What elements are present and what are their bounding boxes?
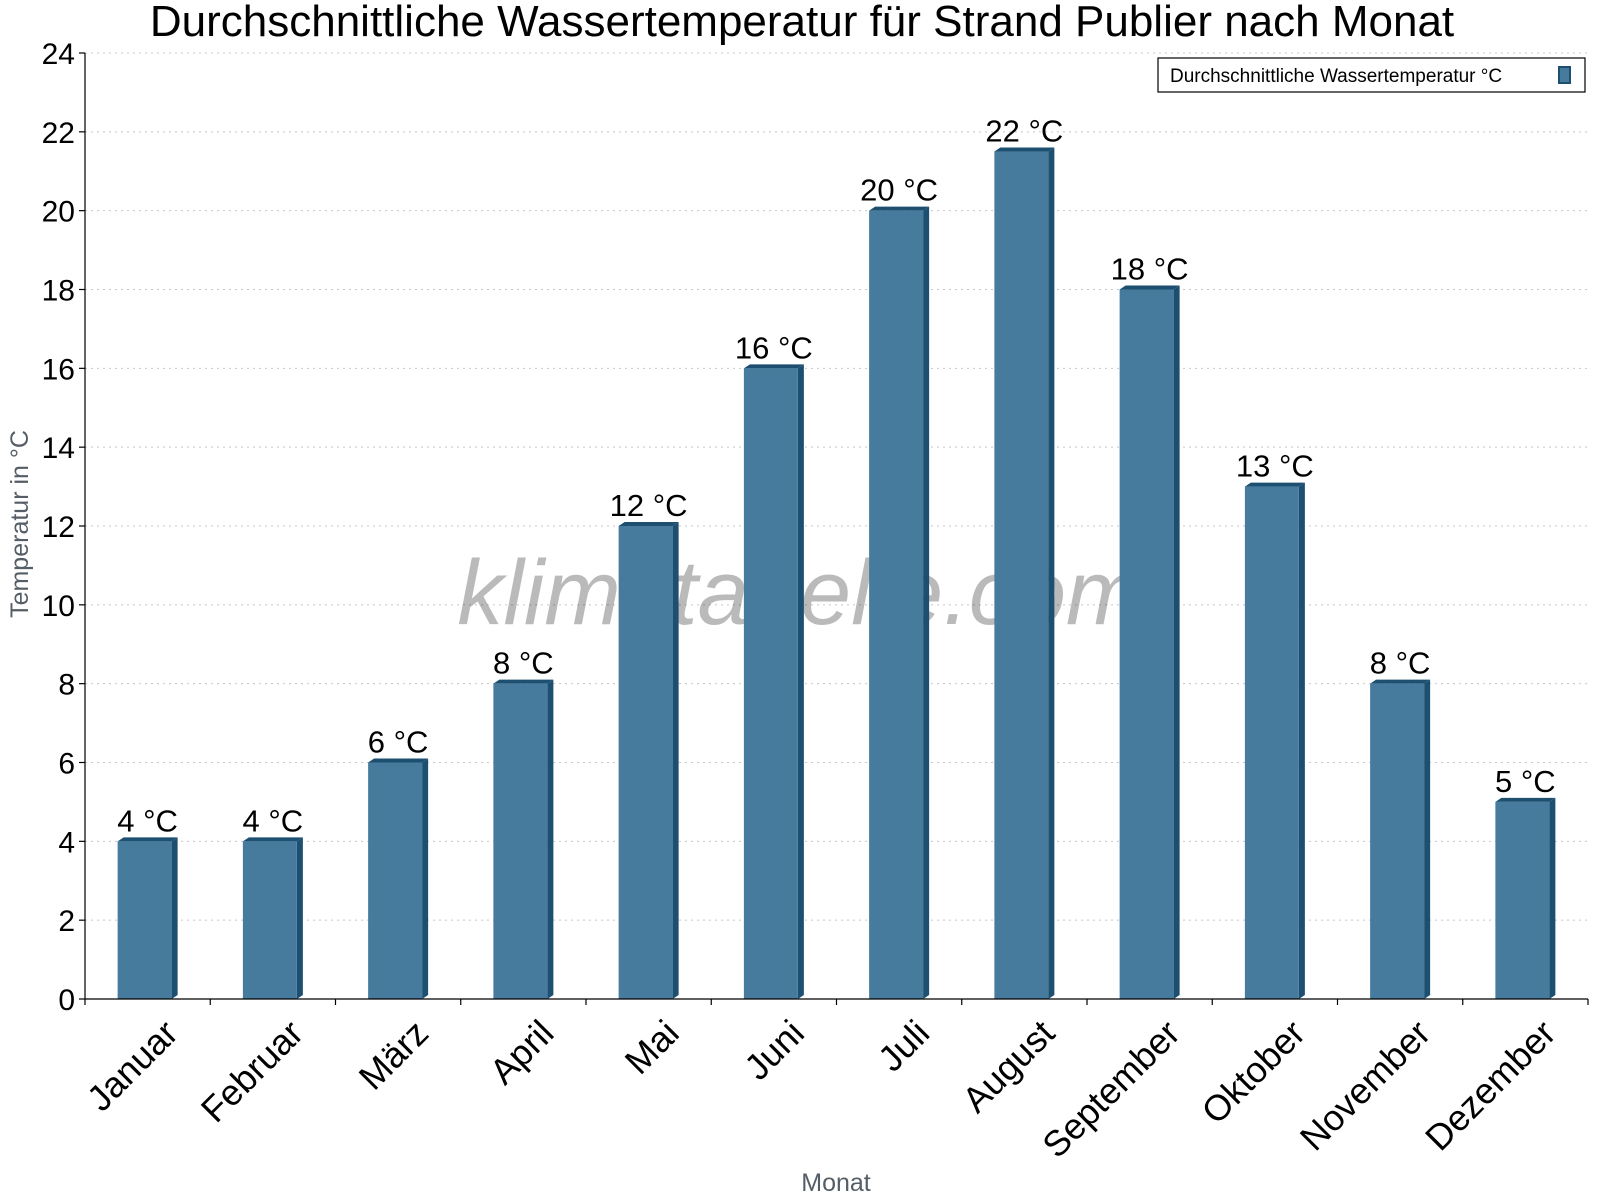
y-tick-label: 10 bbox=[42, 590, 75, 623]
bar-juni bbox=[743, 364, 804, 999]
y-tick-label: 16 bbox=[42, 353, 75, 386]
bar-dezember bbox=[1495, 797, 1556, 999]
x-tick-label: März bbox=[351, 1012, 437, 1098]
bar-februar bbox=[242, 837, 303, 999]
bar-side bbox=[171, 837, 178, 999]
x-tick-label: Oktober bbox=[1193, 1012, 1313, 1132]
bar-top bbox=[493, 679, 554, 684]
data-label: 16 °C bbox=[735, 330, 813, 365]
bar-top bbox=[368, 758, 429, 763]
bar-mai bbox=[618, 522, 679, 999]
legend-box bbox=[1157, 57, 1586, 93]
bars bbox=[117, 147, 1556, 999]
x-tick-label: Januar bbox=[79, 1012, 186, 1119]
x-tick-label: November bbox=[1292, 1012, 1438, 1158]
bar bbox=[242, 841, 297, 999]
bar-top bbox=[242, 837, 303, 842]
axes bbox=[79, 52, 1589, 1005]
bar bbox=[493, 683, 548, 999]
bar-top bbox=[1370, 679, 1431, 684]
bar-august bbox=[994, 147, 1055, 999]
x-tick-label: August bbox=[954, 1012, 1062, 1120]
y-tick-label: 14 bbox=[42, 432, 75, 465]
x-axis-title: Monat bbox=[801, 1169, 871, 1197]
x-tick-label: September bbox=[1034, 1012, 1188, 1166]
bar-top bbox=[743, 364, 804, 369]
x-tick-label: Februar bbox=[193, 1012, 311, 1130]
bar-side bbox=[296, 837, 303, 999]
bar-side bbox=[672, 522, 679, 999]
bar bbox=[1495, 801, 1550, 999]
data-label: 4 °C bbox=[117, 803, 178, 838]
bar-top bbox=[618, 522, 679, 526]
bar bbox=[1370, 683, 1425, 999]
legend-label: Durchschnittliche Wassertemperatur °C bbox=[1170, 66, 1502, 87]
bar-top bbox=[1244, 482, 1305, 487]
bar-november bbox=[1370, 679, 1431, 999]
y-tick-label: 12 bbox=[42, 511, 75, 544]
bar-side bbox=[1549, 797, 1556, 999]
x-tick-label: April bbox=[481, 1012, 561, 1092]
data-label: 13 °C bbox=[1236, 449, 1314, 484]
bar-september bbox=[1119, 285, 1180, 999]
y-tick-label: 2 bbox=[58, 905, 75, 938]
y-tick-label: 18 bbox=[42, 275, 75, 308]
y-tick-label: 24 bbox=[42, 38, 75, 71]
x-tick-label: Juni bbox=[736, 1012, 812, 1088]
legend-swatch bbox=[1558, 66, 1571, 84]
bar-side bbox=[1424, 679, 1431, 999]
bar-side bbox=[1173, 285, 1180, 999]
chart-title: Durchschnittliche Wassertemperatur für S… bbox=[150, 0, 1454, 46]
bar-juli bbox=[869, 206, 930, 999]
bar bbox=[869, 210, 924, 999]
bar-side bbox=[797, 364, 804, 999]
data-labels: 4 °C 4 °C 6 °C 8 °C 12 °C 16 °C 20 °C 22 °C 18 °… bbox=[117, 114, 1555, 839]
bar-top bbox=[869, 206, 930, 211]
bar-top bbox=[1495, 797, 1556, 802]
y-axis-title: Temperatur in °C bbox=[6, 430, 34, 618]
data-label: 5 °C bbox=[1495, 764, 1556, 799]
data-label: 12 °C bbox=[610, 488, 688, 523]
data-label: 4 °C bbox=[243, 803, 304, 838]
bar-januar bbox=[117, 837, 178, 999]
data-label: 8 °C bbox=[493, 646, 554, 681]
bar-top bbox=[117, 837, 178, 842]
bar bbox=[994, 151, 1049, 999]
y-tick-label: 20 bbox=[42, 196, 75, 229]
bar bbox=[368, 762, 423, 999]
bar-top bbox=[994, 147, 1055, 152]
bar-side bbox=[1298, 482, 1305, 999]
bar bbox=[1244, 486, 1299, 999]
bar-april bbox=[493, 679, 554, 999]
bar-oktober bbox=[1244, 482, 1305, 999]
data-label: 20 °C bbox=[860, 173, 938, 208]
x-tick-label: Dezember bbox=[1417, 1012, 1563, 1158]
bar bbox=[618, 526, 673, 999]
bar-top bbox=[1119, 285, 1180, 290]
data-label: 8 °C bbox=[1370, 646, 1431, 681]
y-tick-label: 0 bbox=[58, 984, 75, 1017]
x-tick-label: Mai bbox=[617, 1012, 687, 1082]
data-label: 22 °C bbox=[985, 114, 1063, 149]
y-tick-label: 4 bbox=[58, 826, 75, 859]
x-tick-labels: Januar Februar März April Mai Juni Juli AugustS… bbox=[79, 1012, 1564, 1166]
bar-side bbox=[923, 206, 930, 999]
data-label: 18 °C bbox=[1111, 252, 1189, 287]
gridlines bbox=[85, 52, 1588, 921]
bar-märz bbox=[368, 758, 429, 999]
y-tick-label: 22 bbox=[42, 117, 75, 150]
y-tick-label: 8 bbox=[58, 669, 75, 702]
x-tick-label: Juli bbox=[870, 1012, 937, 1079]
data-label: 6 °C bbox=[368, 725, 429, 760]
bar-side bbox=[422, 758, 429, 999]
y-tick-label: 6 bbox=[58, 748, 75, 781]
bar-side bbox=[1048, 147, 1055, 999]
bar-side bbox=[547, 679, 554, 999]
legend: Durchschnittliche Wassertemperatur °C bbox=[1157, 57, 1586, 93]
bar bbox=[743, 368, 798, 999]
bar bbox=[1119, 289, 1174, 999]
bar bbox=[117, 841, 172, 999]
